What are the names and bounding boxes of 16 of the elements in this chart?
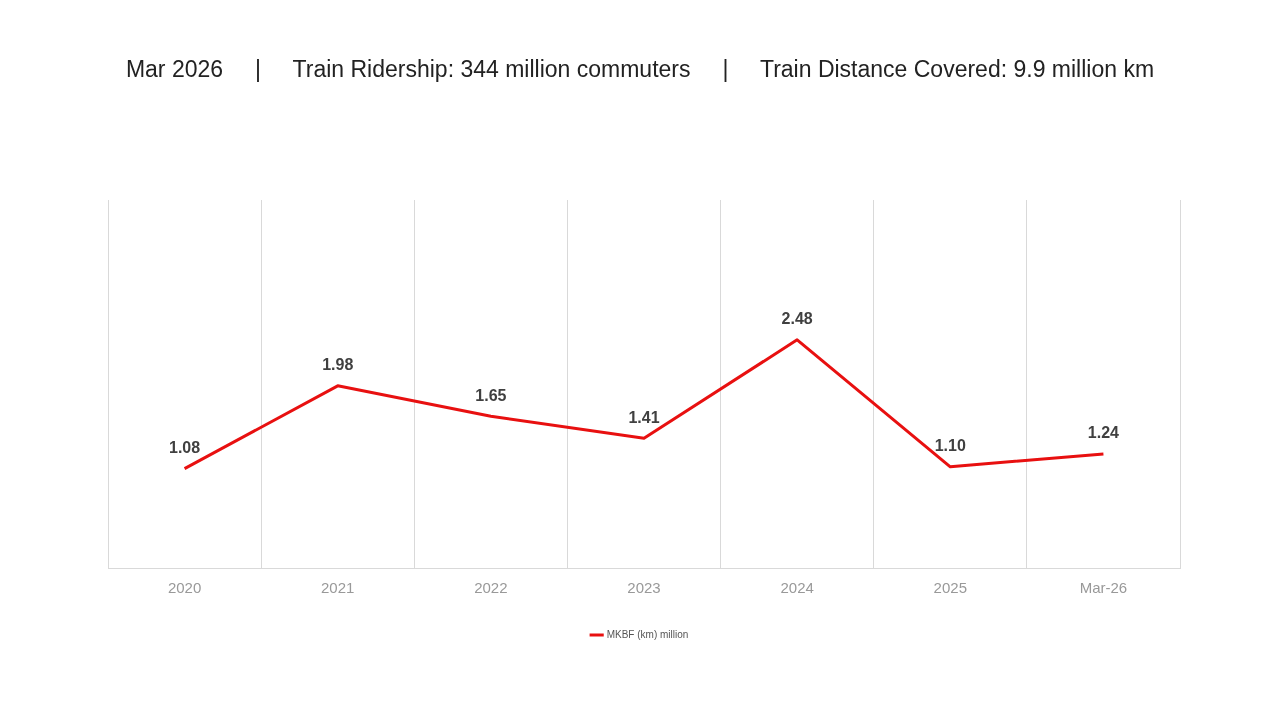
x-tick-label: Mar-26 (1079, 579, 1128, 597)
x-tick-label: 2025 (933, 579, 967, 597)
x-tick-label: 2024 (780, 579, 814, 597)
data-label: 1.24 (1087, 424, 1120, 442)
data-label: 1.10 (934, 437, 966, 455)
data-label: 1.41 (628, 408, 660, 426)
data-label: 1.98 (322, 356, 354, 374)
data-label: 1.65 (475, 386, 507, 404)
x-tick-label: 2020 (167, 579, 202, 597)
x-tick-label: 2023 (627, 579, 661, 597)
chart-title: Mar 2026 | Train Ridership: 344 million commuters | Train Distance Covered: 9.9 million km (124, 56, 1156, 83)
data-label: 1.08 (169, 439, 201, 457)
legend-label: MKBF (km) million (606, 628, 689, 640)
x-tick-label: 2021 (321, 579, 355, 597)
x-tick-label: 2022 (474, 579, 508, 597)
data-label: 2.48 (781, 310, 813, 328)
